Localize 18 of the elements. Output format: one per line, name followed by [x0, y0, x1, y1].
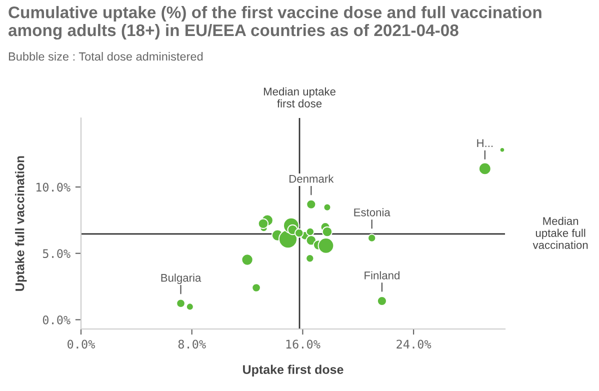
y-axis-title: Uptake full vaccination — [15, 156, 27, 291]
y-tick-label: 5.0% — [42, 249, 70, 258]
x-axis-title: Uptake first dose — [243, 364, 344, 376]
chart-title: Cumulative uptake (%) of the first vaccine dose and full vaccination among adults (18+) in EU/EEA countries as of 2021-04-08 — [8, 6, 542, 40]
annotation: Finland — [364, 271, 400, 280]
y-tick-label: 10.0% — [36, 182, 70, 192]
chart-subtitle: Bubble size : Total dose administered — [8, 52, 203, 61]
ref-line-label: Median uptake first dose — [264, 87, 336, 108]
annotation: Bulgaria — [161, 274, 202, 284]
annotation: Estonia — [354, 208, 390, 216]
annotation: H... — [477, 139, 493, 147]
ref-line-label: Median uptake full vaccination — [532, 216, 588, 249]
x-tick-label: 0.0% — [68, 340, 96, 349]
x-tick-label: 16.0% — [286, 340, 320, 349]
x-tick-label: 8.0% — [178, 340, 206, 349]
annotation: Denmark — [290, 174, 334, 183]
y-tick-label: 0.0% — [42, 315, 70, 324]
x-tick-label: 24.0% — [396, 340, 432, 349]
